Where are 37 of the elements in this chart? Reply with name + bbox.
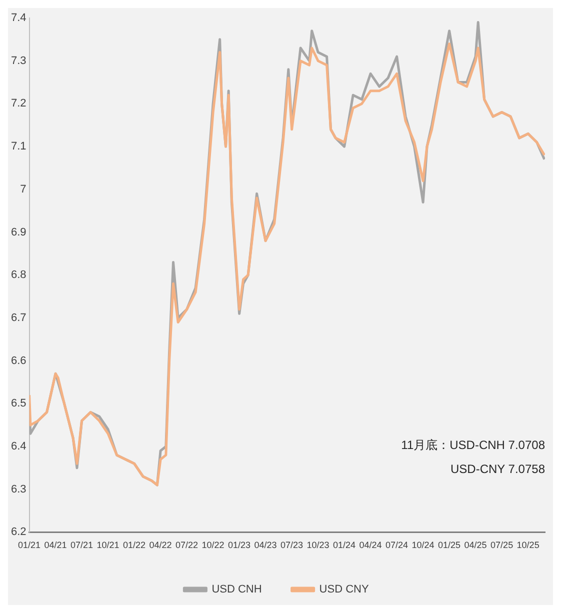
y-tick-label: 7.1 xyxy=(10,140,26,153)
y-tick-label: 6.7 xyxy=(10,312,26,324)
x-tick-label: 01/25 xyxy=(438,540,461,550)
y-tick-label: 7.2 xyxy=(10,98,26,110)
x-tick-label: 10/24 xyxy=(412,540,434,550)
x-tick-label: 04/22 xyxy=(149,540,172,550)
y-tick-label: 6.4 xyxy=(10,440,26,453)
y-tick-label: 7 xyxy=(20,183,26,196)
y-tick-label: 6.2 xyxy=(10,526,26,538)
x-tick-label: 04/21 xyxy=(44,540,67,550)
x-tick-label: 04/24 xyxy=(359,540,382,550)
x-tick-label: 10/21 xyxy=(96,540,120,550)
y-tick-label: 7.4 xyxy=(10,12,26,24)
x-tick-label: 07/25 xyxy=(490,540,514,550)
x-tick-label: 10/22 xyxy=(202,540,224,550)
y-tick-label: 6.6 xyxy=(10,354,26,367)
legend-label: USD CNY xyxy=(319,584,370,596)
x-tick-label: 01/21 xyxy=(18,540,41,550)
x-tick-label: 10/23 xyxy=(306,540,330,550)
x-tick-label: 07/21 xyxy=(70,540,94,550)
y-tick-label: 6.5 xyxy=(10,398,26,410)
x-tick-label: 01/23 xyxy=(228,540,251,550)
x-tick-label: 07/23 xyxy=(280,540,304,550)
x-tick-label: 04/23 xyxy=(254,540,277,550)
y-tick-label: 6.8 xyxy=(10,269,26,282)
y-tick-label: 6.9 xyxy=(10,226,26,238)
y-tick-label: 7.3 xyxy=(10,54,26,67)
y-tick-label: 6.3 xyxy=(10,483,26,496)
legend-label: USD CNH xyxy=(212,584,262,596)
annotation: USD-CNY 7.0758 xyxy=(450,461,545,478)
x-tick-label: 10/25 xyxy=(516,540,540,550)
annotation: 11月底：USD-CNH 7.0708 xyxy=(401,437,545,454)
x-tick-label: 01/24 xyxy=(333,540,356,550)
x-tick-label: 01/22 xyxy=(123,540,146,550)
x-tick-label: 04/25 xyxy=(464,540,487,550)
x-tick-label: 07/24 xyxy=(386,540,408,550)
x-tick-label: 07/22 xyxy=(176,540,198,550)
